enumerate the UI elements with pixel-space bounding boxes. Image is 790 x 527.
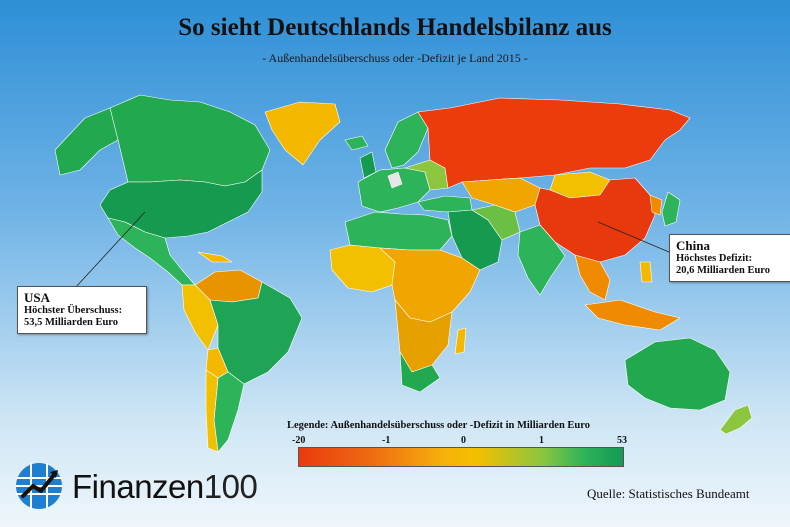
usa-callout: USA Höchster Überschuss: 53,5 Milliarden…	[17, 286, 147, 334]
region-chile	[205, 369, 219, 453]
usa-callout-label: Höchster Überschuss:	[24, 305, 123, 316]
region-japan	[661, 191, 681, 227]
legend-tick: -1	[382, 435, 391, 446]
region-philippines	[639, 261, 653, 283]
region-south-africa	[399, 351, 441, 393]
usa-callout-value: 53,5 Milliarden Euro	[24, 317, 119, 328]
region-indonesia	[584, 299, 681, 331]
region-new-zealand	[719, 404, 753, 435]
region-canada	[109, 94, 271, 187]
region-north-africa	[344, 211, 453, 251]
region-peru	[181, 284, 219, 351]
region-caribbean	[197, 251, 233, 263]
china-callout-value: 20,6 Milliarden Euro	[676, 265, 771, 276]
logo-number: 100	[203, 468, 258, 505]
region-korea	[649, 194, 663, 216]
region-russia	[417, 97, 691, 189]
region-western-europe	[357, 167, 431, 213]
source-credit: Quelle: Statistisches Bundeamt	[587, 486, 750, 501]
china-callout: China Höchstes Defizit: 20,6 Milliarden …	[669, 234, 790, 282]
region-madagascar	[454, 327, 467, 355]
page-title: So sieht Deutschlands Handelsbilanz aus	[178, 14, 612, 41]
china-leader-line	[597, 221, 670, 253]
china-callout-label: Höchstes Defizit:	[676, 253, 753, 264]
finanzen100-logo	[16, 463, 62, 509]
region-southeast-asia	[574, 254, 611, 301]
page-subtitle: - Außenhandelsüberschuss oder -Defizit j…	[262, 51, 528, 65]
legend-tick: 1	[539, 435, 544, 446]
region-turkey	[417, 195, 473, 213]
region-iceland	[344, 135, 369, 151]
finanzen100-logo-icon	[16, 463, 62, 509]
legend-tick: 0	[461, 435, 466, 446]
region-central-asia	[461, 177, 541, 213]
logo-name: Finanzen	[72, 468, 204, 505]
legend-tick: -20	[292, 435, 306, 446]
region-scandinavia	[384, 111, 429, 169]
region-argentina	[213, 371, 245, 453]
region-greenland	[264, 101, 341, 166]
china-callout-name: China	[676, 238, 710, 253]
region-india	[517, 224, 566, 296]
usa-leader-line	[74, 211, 146, 289]
region-australia	[624, 337, 731, 411]
legend-color-scale	[298, 447, 624, 467]
legend-tick: 53	[617, 435, 627, 446]
logo-wordmark: Finanzen100	[72, 468, 258, 506]
region-germany	[387, 171, 403, 189]
legend-title: Legende: Außenhandelsüberschuss oder -De…	[287, 420, 590, 431]
usa-callout-name: USA	[24, 290, 51, 305]
